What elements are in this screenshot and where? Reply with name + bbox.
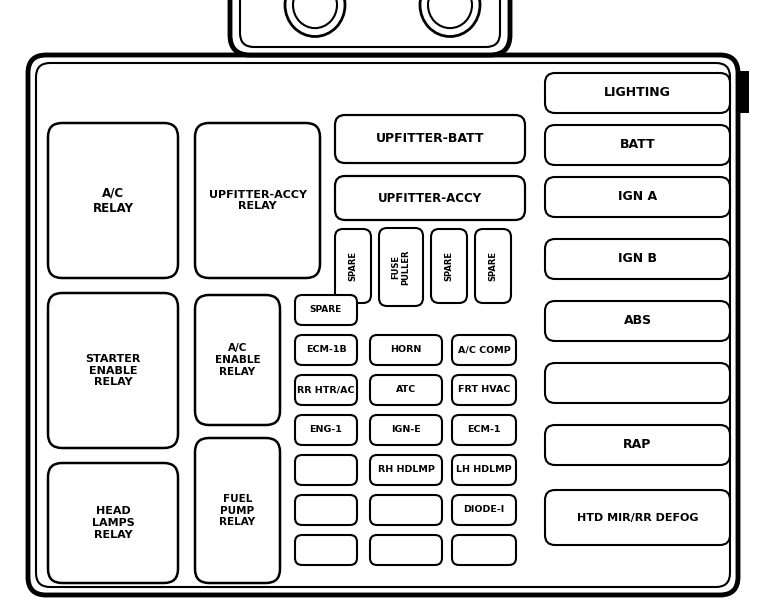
FancyBboxPatch shape (737, 71, 749, 113)
FancyBboxPatch shape (370, 495, 442, 525)
Text: FUEL
PUMP
RELAY: FUEL PUMP RELAY (220, 494, 256, 527)
FancyBboxPatch shape (295, 375, 357, 405)
FancyBboxPatch shape (295, 535, 357, 565)
FancyBboxPatch shape (452, 375, 516, 405)
FancyBboxPatch shape (240, 0, 500, 47)
Text: HTD MIR/RR DEFOG: HTD MIR/RR DEFOG (577, 512, 698, 522)
FancyBboxPatch shape (295, 415, 357, 445)
Text: BATT: BATT (620, 139, 655, 151)
FancyBboxPatch shape (545, 177, 730, 217)
Text: UPFITTER-ACCY: UPFITTER-ACCY (378, 191, 482, 205)
Text: SPARE: SPARE (349, 251, 357, 281)
Text: ATC: ATC (396, 386, 416, 395)
Text: A/C
RELAY: A/C RELAY (92, 186, 134, 215)
Text: RAP: RAP (624, 438, 652, 452)
Ellipse shape (420, 0, 480, 37)
Text: DIODE-I: DIODE-I (463, 506, 505, 514)
FancyBboxPatch shape (370, 375, 442, 405)
Text: FUSE
PULLER: FUSE PULLER (392, 249, 411, 285)
FancyBboxPatch shape (48, 293, 178, 448)
Text: A/C
ENABLE
RELAY: A/C ENABLE RELAY (215, 343, 260, 376)
FancyBboxPatch shape (230, 0, 510, 55)
Text: IGN-E: IGN-E (391, 425, 421, 435)
Text: RR HTR/AC: RR HTR/AC (297, 386, 355, 395)
FancyBboxPatch shape (295, 495, 357, 525)
Text: UPFITTER-BATT: UPFITTER-BATT (376, 132, 485, 145)
Text: HEAD
LAMPS
RELAY: HEAD LAMPS RELAY (91, 506, 134, 539)
FancyBboxPatch shape (452, 495, 516, 525)
Text: LH HDLMP: LH HDLMP (456, 465, 511, 474)
FancyBboxPatch shape (295, 455, 357, 485)
Text: SPARE: SPARE (488, 251, 498, 281)
FancyBboxPatch shape (475, 229, 511, 303)
Text: ECM-1B: ECM-1B (306, 346, 346, 354)
Text: FRT HVAC: FRT HVAC (458, 386, 510, 395)
Ellipse shape (293, 0, 337, 28)
Text: SPARE: SPARE (310, 305, 342, 314)
Text: HORN: HORN (390, 346, 422, 354)
Text: ABS: ABS (624, 314, 651, 327)
Text: A/C COMP: A/C COMP (458, 346, 511, 354)
FancyBboxPatch shape (295, 295, 357, 325)
Text: IGN A: IGN A (618, 191, 657, 204)
FancyBboxPatch shape (48, 123, 178, 278)
Text: STARTER
ENABLE
RELAY: STARTER ENABLE RELAY (85, 354, 141, 387)
Text: SPARE: SPARE (445, 251, 453, 281)
FancyBboxPatch shape (452, 455, 516, 485)
FancyBboxPatch shape (370, 335, 442, 365)
FancyBboxPatch shape (452, 415, 516, 445)
Ellipse shape (285, 0, 345, 37)
FancyBboxPatch shape (545, 239, 730, 279)
FancyBboxPatch shape (370, 455, 442, 485)
Text: UPFITTER-ACCY
RELAY: UPFITTER-ACCY RELAY (208, 189, 306, 211)
FancyBboxPatch shape (195, 123, 320, 278)
FancyBboxPatch shape (36, 63, 730, 587)
Text: IGN B: IGN B (618, 253, 657, 265)
Ellipse shape (428, 0, 472, 28)
FancyBboxPatch shape (379, 228, 423, 306)
Text: RH HDLMP: RH HDLMP (378, 465, 435, 474)
FancyBboxPatch shape (335, 115, 525, 163)
FancyBboxPatch shape (545, 125, 730, 165)
FancyBboxPatch shape (195, 295, 280, 425)
FancyBboxPatch shape (545, 363, 730, 403)
Text: ECM-1: ECM-1 (467, 425, 501, 435)
FancyBboxPatch shape (28, 55, 738, 595)
FancyBboxPatch shape (545, 425, 730, 465)
FancyBboxPatch shape (370, 535, 442, 565)
FancyBboxPatch shape (295, 335, 357, 365)
Text: LIGHTING: LIGHTING (604, 86, 671, 99)
FancyBboxPatch shape (452, 335, 516, 365)
FancyBboxPatch shape (452, 535, 516, 565)
FancyBboxPatch shape (335, 229, 371, 303)
FancyBboxPatch shape (545, 490, 730, 545)
FancyBboxPatch shape (48, 463, 178, 583)
Text: ENG-1: ENG-1 (310, 425, 343, 435)
FancyBboxPatch shape (431, 229, 467, 303)
FancyBboxPatch shape (545, 73, 730, 113)
FancyBboxPatch shape (545, 301, 730, 341)
FancyBboxPatch shape (335, 176, 525, 220)
FancyBboxPatch shape (370, 415, 442, 445)
FancyBboxPatch shape (195, 438, 280, 583)
